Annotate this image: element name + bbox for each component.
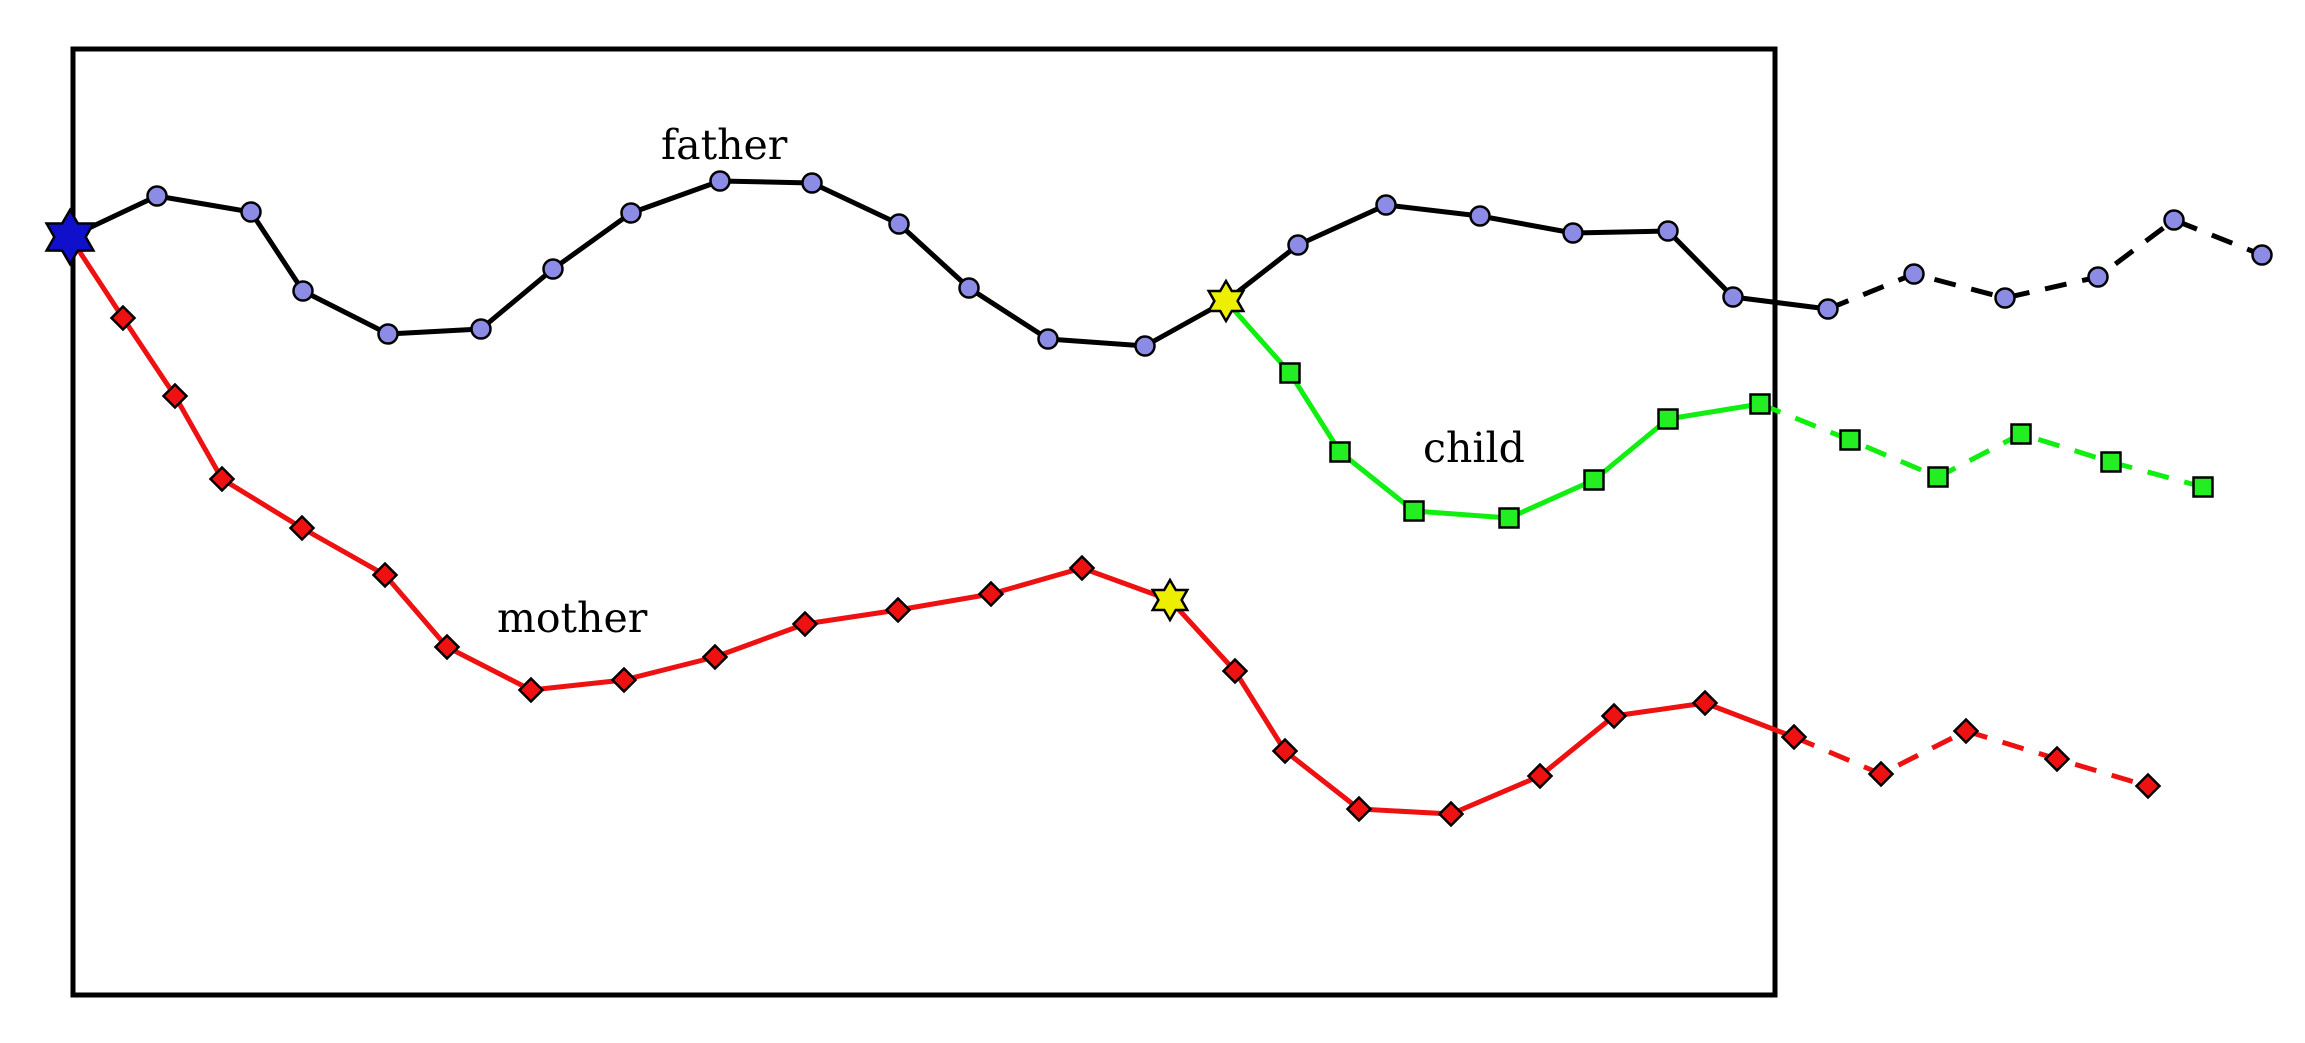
child-label: child (1423, 424, 1525, 472)
mother-continuation (1793, 728, 2149, 789)
mother-node (1437, 800, 1465, 828)
father-node (1037, 328, 1059, 350)
mother-label: mother (497, 594, 648, 642)
child-node (1403, 500, 1425, 522)
child-node (1329, 441, 1351, 463)
child-node (2100, 451, 2122, 473)
father-node (620, 202, 642, 224)
father-node (1903, 263, 1925, 285)
mother-node (1345, 795, 1373, 823)
mother-node (288, 514, 316, 542)
child-node (1279, 362, 1301, 384)
father-label: father (661, 121, 788, 169)
father-continuation (1827, 217, 2263, 312)
child-node (1927, 466, 1949, 488)
father-node (2087, 266, 2109, 288)
mother-node (109, 304, 137, 332)
father-node (1375, 194, 1397, 216)
mother-node (517, 676, 545, 704)
mother-lineage (67, 235, 2162, 828)
child-node (2010, 423, 2032, 445)
father-node (888, 213, 910, 235)
father-node (709, 170, 731, 192)
mother-node (2043, 745, 2071, 773)
child-node (1498, 507, 1520, 529)
observation-frame (70, 46, 1778, 998)
father-node (958, 277, 980, 299)
father-node (801, 172, 823, 194)
father-node (1994, 287, 2016, 309)
mother-node (2134, 772, 2162, 800)
father-node (1722, 286, 1744, 308)
father-node (542, 258, 564, 280)
mother-node (1600, 702, 1628, 730)
child-node (1749, 393, 1771, 415)
father-node (1469, 205, 1491, 227)
branch-points (44, 207, 1246, 623)
mother-branch-star-icon (1150, 577, 1190, 623)
father-branch-star-icon (1206, 278, 1246, 324)
mother-path (67, 235, 1795, 817)
child-node (2192, 476, 2214, 498)
child-lineage (1224, 299, 2214, 529)
child-node (1583, 469, 1605, 491)
father-node (1287, 234, 1309, 256)
mother-node (610, 666, 638, 694)
mother-node (884, 596, 912, 624)
father-node (240, 201, 262, 223)
mother-node (701, 643, 729, 671)
father-node (1817, 298, 1839, 320)
mother-node (1068, 554, 1096, 582)
father-path (68, 178, 1829, 349)
mother-node (1526, 762, 1554, 790)
mother-node (161, 382, 189, 410)
father-node (470, 318, 492, 340)
mother-node (1952, 717, 1980, 745)
mother-node (977, 580, 1005, 608)
mother-node (1867, 760, 1895, 788)
father-node (2163, 209, 2185, 231)
mother-node (433, 633, 461, 661)
child-node (1657, 408, 1679, 430)
mother-node (1271, 737, 1299, 765)
father-node (1134, 335, 1156, 357)
mother-node (371, 561, 399, 589)
root-star-icon (44, 207, 96, 267)
child-node (1839, 429, 1861, 451)
mother-node (791, 610, 819, 638)
father-node (1657, 220, 1679, 242)
child-continuation (1759, 401, 2204, 490)
father-node (377, 323, 399, 345)
mother-node (1221, 657, 1249, 685)
father-lineage (68, 170, 2273, 357)
mother-node (208, 465, 236, 493)
father-node (292, 280, 314, 302)
child-path (1224, 299, 1761, 521)
father-node (1562, 222, 1584, 244)
father-node (2251, 244, 2273, 266)
mother-node (1780, 723, 1808, 751)
mother-node (1691, 689, 1719, 717)
father-node (146, 185, 168, 207)
